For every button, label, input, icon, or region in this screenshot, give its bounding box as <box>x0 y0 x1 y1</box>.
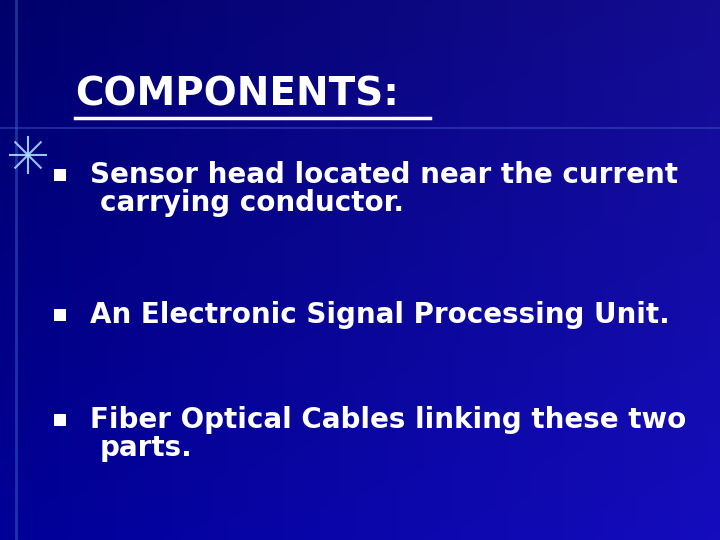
Text: parts.: parts. <box>100 434 193 462</box>
FancyBboxPatch shape <box>54 309 66 321</box>
Text: Fiber Optical Cables linking these two: Fiber Optical Cables linking these two <box>90 406 686 434</box>
FancyBboxPatch shape <box>54 414 66 426</box>
Text: An Electronic Signal Processing Unit.: An Electronic Signal Processing Unit. <box>90 301 670 329</box>
Text: COMPONENTS:: COMPONENTS: <box>75 75 399 113</box>
Text: carrying conductor.: carrying conductor. <box>100 189 404 217</box>
FancyBboxPatch shape <box>54 169 66 181</box>
Text: Sensor head located near the current: Sensor head located near the current <box>90 161 678 189</box>
